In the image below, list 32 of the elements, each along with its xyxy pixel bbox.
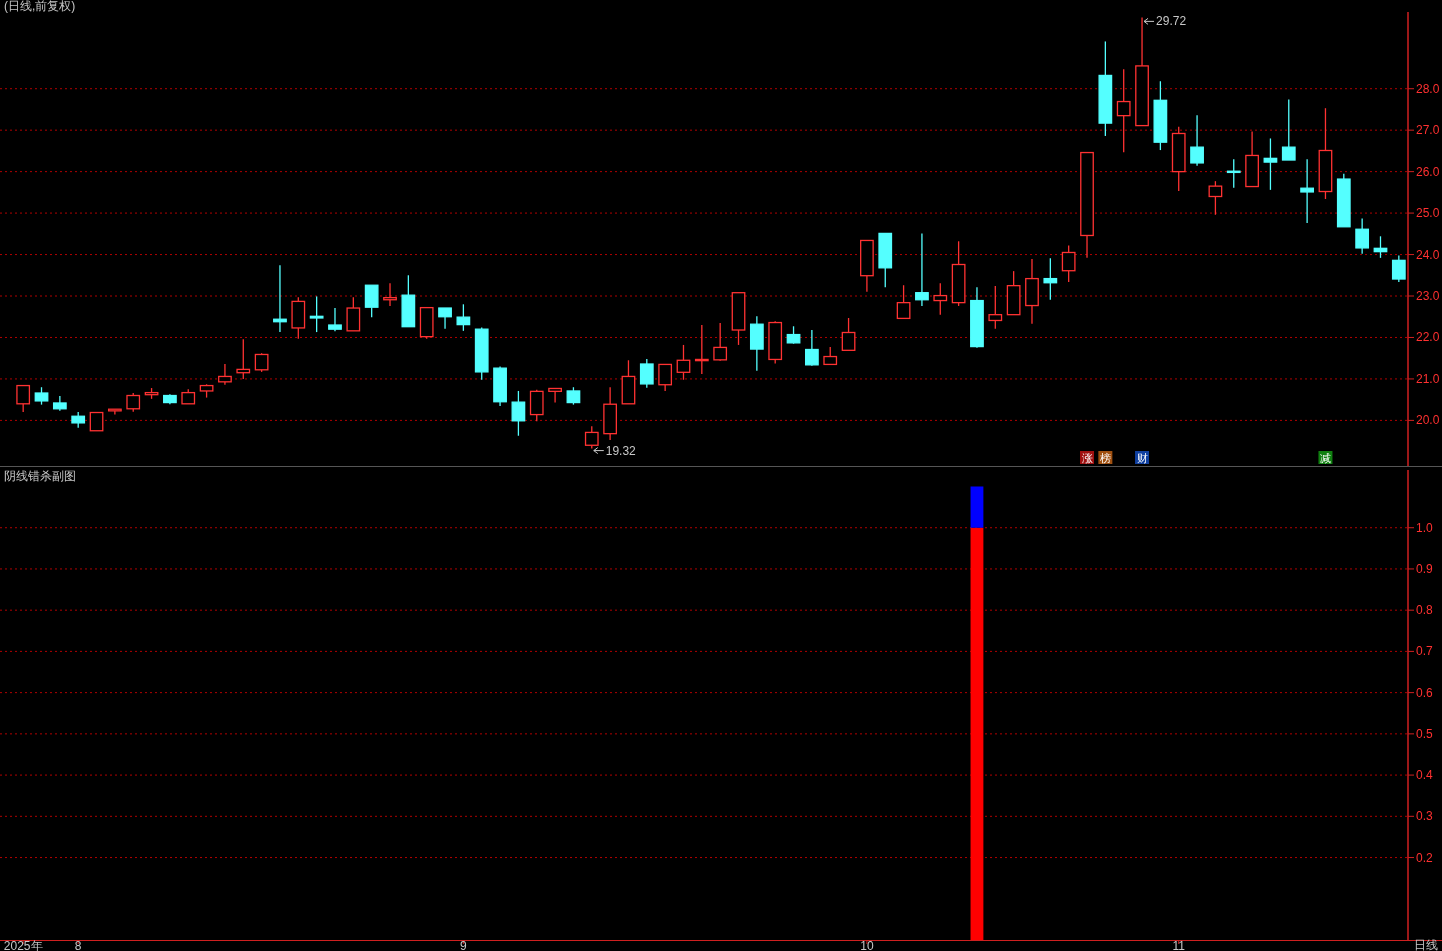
annotation: 榜 bbox=[1099, 452, 1111, 464]
chart-title: 阴线错杀副图 bbox=[4, 469, 76, 483]
annotation: 财 bbox=[1136, 452, 1148, 464]
x-tick-label: 8 bbox=[74, 939, 82, 951]
x-tick-label: 11 bbox=[1172, 939, 1186, 951]
y-tick-label: 28.0 bbox=[1416, 81, 1440, 96]
y-tick-label: 0.3 bbox=[1416, 809, 1434, 824]
annotation: 涨 bbox=[1081, 452, 1093, 464]
y-tick-label: 25.0 bbox=[1416, 206, 1440, 221]
y-tick-label: 0.7 bbox=[1416, 644, 1434, 659]
y-tick-label: 21.0 bbox=[1416, 371, 1440, 386]
y-tick-label: 1.0 bbox=[1416, 520, 1434, 535]
y-tick-label: 0.2 bbox=[1416, 850, 1434, 865]
y-tick-label: 0.8 bbox=[1416, 603, 1434, 618]
chart-title: (日线,前复权) bbox=[4, 0, 76, 13]
y-tick-label: 22.0 bbox=[1416, 330, 1440, 345]
y-tick-label: 0.6 bbox=[1416, 685, 1434, 700]
annotation: 减 bbox=[1319, 452, 1331, 464]
annotation: 19.32 bbox=[605, 443, 637, 458]
y-tick-label: 27.0 bbox=[1416, 123, 1440, 138]
x-tick-label: 9 bbox=[460, 939, 468, 951]
text: 日线 bbox=[1414, 938, 1438, 951]
y-tick-label: 0.4 bbox=[1416, 768, 1434, 783]
x-tick-label: 10 bbox=[860, 939, 874, 951]
y-tick-label: 0.9 bbox=[1416, 561, 1434, 576]
y-tick-label: 20.0 bbox=[1416, 413, 1440, 428]
y-tick-label: 23.0 bbox=[1416, 289, 1440, 304]
annotation: 29.72 bbox=[1156, 14, 1187, 29]
y-tick-label: 0.5 bbox=[1416, 726, 1434, 741]
x-tick-label: 2025年 bbox=[3, 939, 43, 951]
y-tick-label: 24.0 bbox=[1416, 247, 1440, 262]
y-tick-label: 26.0 bbox=[1416, 164, 1440, 179]
